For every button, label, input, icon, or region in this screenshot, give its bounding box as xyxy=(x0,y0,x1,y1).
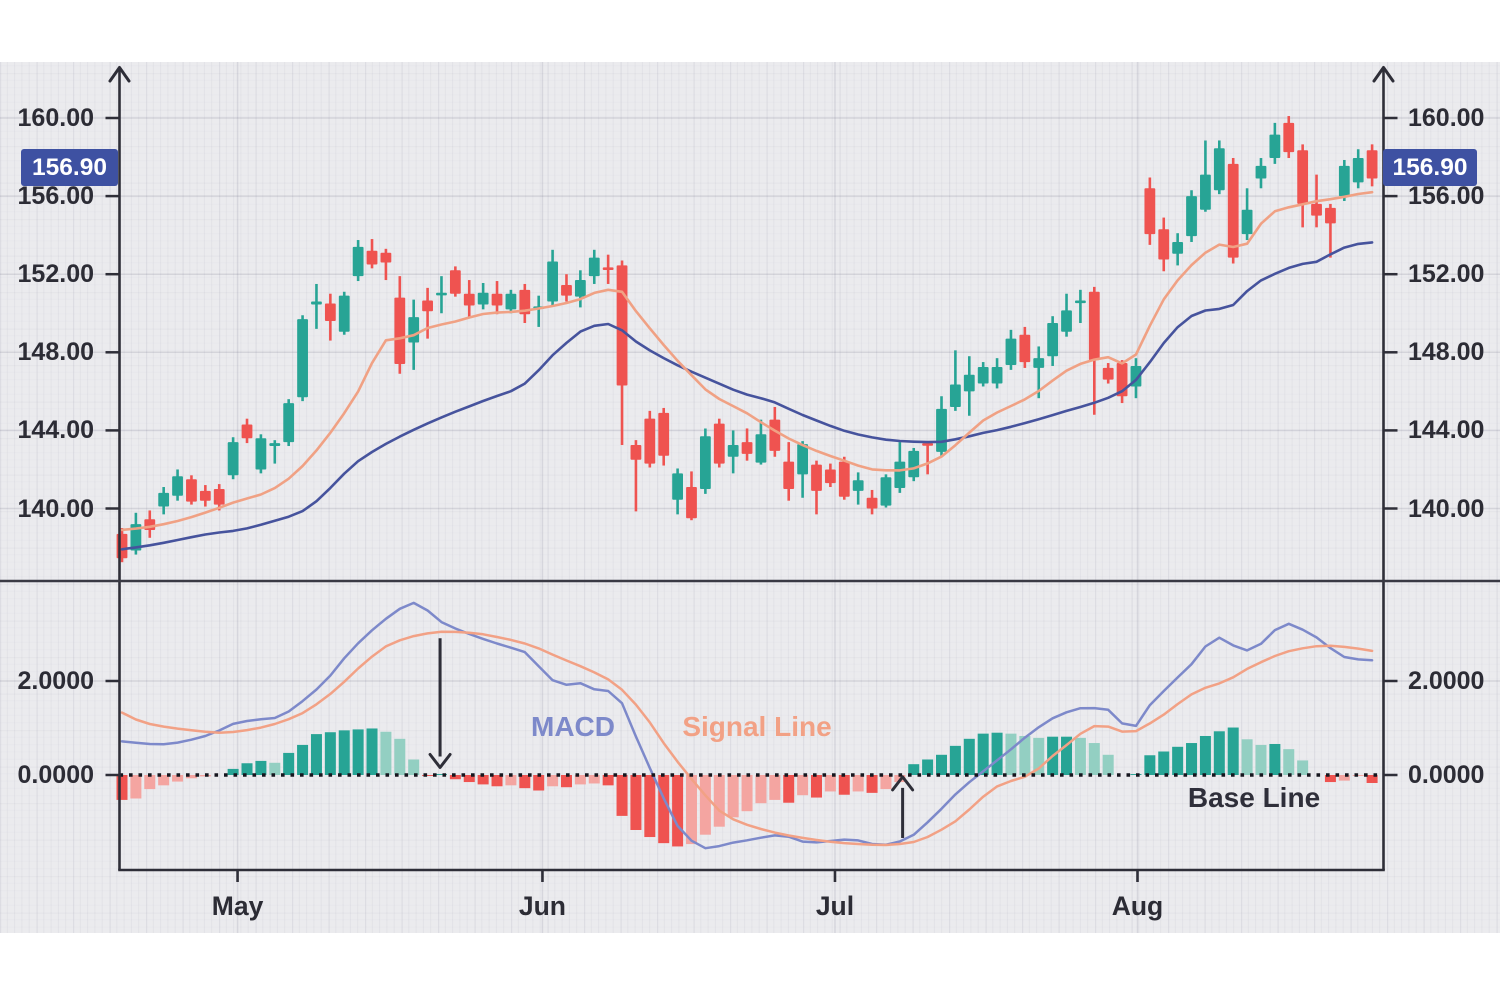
month-label-aug: Aug xyxy=(1111,891,1164,921)
annotation-arrows xyxy=(428,638,915,838)
price-panel-series xyxy=(116,116,1378,563)
last-price-badge-right: 156.90 xyxy=(1383,149,1477,186)
macd-series-label: MACD xyxy=(531,711,615,742)
last-price-badge-left: 156.90 xyxy=(21,149,118,186)
price-tick-label-right-5: 140.00 xyxy=(1408,494,1485,523)
price-tick-label-right-1: 156.00 xyxy=(1408,182,1485,211)
price-tick-label-left-5: 140.00 xyxy=(17,494,94,523)
price-tick-label-left-4: 144.00 xyxy=(17,416,94,445)
price-tick-label-left-3: 148.00 xyxy=(17,338,94,367)
price-tick-label-left-2: 152.00 xyxy=(17,260,94,289)
month-label-may: May xyxy=(211,891,264,921)
macd-tick-label-left-0: 2.0000 xyxy=(17,667,94,695)
macd-tick-label-left-1: 0.0000 xyxy=(17,761,94,789)
macd-tick-label-right-1: 0.0000 xyxy=(1408,761,1485,789)
signal-series-label: Signal Line xyxy=(682,711,832,742)
axes xyxy=(0,66,1500,882)
price-tick-label-right-4: 144.00 xyxy=(1408,416,1485,445)
price-tick-label-right-0: 160.00 xyxy=(1408,104,1485,132)
price-tick-label-left-1: 156.00 xyxy=(17,182,94,211)
price-tick-label-right-2: 152.00 xyxy=(1408,260,1485,289)
baseline-label: Base Line xyxy=(1187,782,1321,813)
macd-tick-label-right-0: 2.0000 xyxy=(1408,667,1485,695)
month-label-jul: Jul xyxy=(815,891,855,921)
month-label-jun: Jun xyxy=(518,891,566,921)
macd-panel-series xyxy=(116,601,1384,850)
price-tick-label-left-0: 160.00 xyxy=(17,104,94,132)
price-tick-label-right-3: 148.00 xyxy=(1408,338,1485,367)
